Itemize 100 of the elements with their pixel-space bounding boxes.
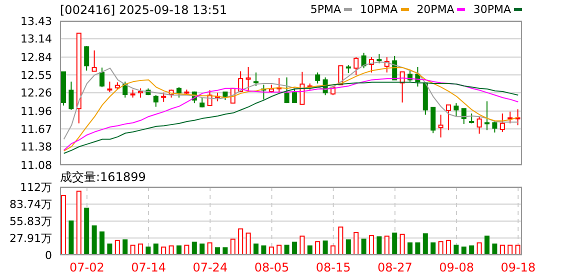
- legend-label: 5PMA: [310, 3, 342, 16]
- bar: [415, 242, 420, 255]
- y-tick-label: 11.96: [20, 104, 52, 118]
- candlestick: [200, 97, 205, 108]
- candlestick: [361, 52, 366, 69]
- candlestick: [84, 46, 90, 72]
- x-tick-label: 08-15: [316, 260, 351, 275]
- bar: [369, 235, 374, 255]
- bar: [430, 242, 436, 255]
- candlestick: [246, 66, 251, 92]
- y-tick-label: 0: [45, 248, 52, 262]
- bar: [254, 244, 258, 255]
- bar: [153, 244, 158, 255]
- candlestick: [92, 50, 97, 72]
- y-tick-label: 11.67: [20, 122, 52, 136]
- bar: [230, 238, 236, 255]
- bar: [500, 244, 505, 255]
- bar: [114, 240, 120, 255]
- bar: [100, 231, 104, 255]
- bar: [508, 244, 513, 255]
- candlestick: [500, 113, 505, 132]
- bar: [292, 242, 297, 255]
- bar: [484, 236, 490, 255]
- bar: [146, 246, 151, 255]
- candlestick: [461, 108, 466, 124]
- candlestick: [438, 114, 444, 138]
- bar: [515, 244, 520, 255]
- bar: [192, 242, 197, 255]
- bar: [400, 234, 405, 255]
- bar: [384, 236, 390, 255]
- bar: [476, 242, 482, 255]
- y-tick-label: 13.43: [20, 14, 52, 28]
- bar: [130, 244, 136, 255]
- legend-label: 30PMA: [473, 3, 511, 16]
- bar: [492, 244, 498, 255]
- candlestick: [376, 54, 382, 64]
- y-tick-label: 11.08: [20, 158, 52, 172]
- bar: [322, 240, 328, 255]
- chart-title: 成交量:161899: [60, 169, 146, 186]
- bar: [176, 245, 182, 255]
- x-tick-label: 09-18: [500, 260, 536, 275]
- candlestick: [484, 100, 490, 131]
- bar: [138, 244, 143, 255]
- bar: [284, 244, 290, 255]
- candlestick: [284, 76, 290, 104]
- bar: [92, 225, 97, 255]
- bar: [207, 242, 212, 255]
- bar: [76, 190, 82, 255]
- y-tick-label: 11.38: [20, 140, 52, 154]
- y-tick-label: 112万: [20, 180, 52, 194]
- y-tick-label: 83.74万: [10, 198, 52, 212]
- bar: [307, 245, 312, 255]
- legend-label: 20PMA: [416, 3, 454, 16]
- x-tick-label: 07-02: [70, 260, 104, 275]
- candlestick: [254, 72, 258, 86]
- x-tick-label: 08-27: [378, 260, 412, 275]
- candlestick: [446, 104, 451, 131]
- candlestick: [300, 71, 305, 105]
- bar: [276, 244, 282, 255]
- y-tick-label: 55.83万: [10, 215, 52, 228]
- bar: [261, 245, 266, 255]
- chart-title: [002416] 2025-09-18 13:51: [60, 3, 228, 17]
- bar: [315, 241, 320, 255]
- bar: [469, 245, 474, 255]
- bar: [61, 195, 66, 255]
- x-tick-label: 09-08: [439, 260, 474, 275]
- candlestick: [100, 67, 104, 88]
- candlestick: [107, 81, 112, 93]
- bar: [215, 247, 220, 255]
- candlestick: [492, 120, 498, 134]
- bar: [122, 239, 128, 255]
- y-tick-label: 12.55: [20, 68, 52, 82]
- bar: [438, 241, 444, 255]
- x-tick-label: 07-14: [131, 260, 166, 275]
- x-tick-label: 07-24: [192, 260, 228, 275]
- y-tick-label: 12.26: [20, 86, 52, 100]
- bar: [184, 244, 190, 255]
- candlestick: [161, 92, 166, 102]
- candlestick: [153, 94, 158, 108]
- candlestick: [508, 111, 513, 124]
- bar: [392, 232, 398, 255]
- bar: [300, 236, 305, 255]
- bar: [446, 240, 451, 255]
- candlestick: [354, 56, 359, 76]
- bar: [268, 246, 274, 255]
- bar: [68, 220, 74, 255]
- bar: [168, 245, 174, 255]
- y-tick-label: 27.91万: [10, 232, 52, 245]
- bar: [354, 232, 359, 255]
- candlestick: [315, 72, 320, 84]
- bar: [238, 228, 244, 255]
- bar: [161, 246, 166, 255]
- bar: [338, 226, 344, 255]
- legend-label: 10PMA: [360, 3, 398, 16]
- bar: [361, 238, 366, 255]
- bar: [454, 244, 459, 255]
- candlestick: [476, 116, 482, 134]
- bar: [461, 246, 466, 255]
- candlestick: [454, 102, 459, 118]
- bar: [200, 244, 205, 255]
